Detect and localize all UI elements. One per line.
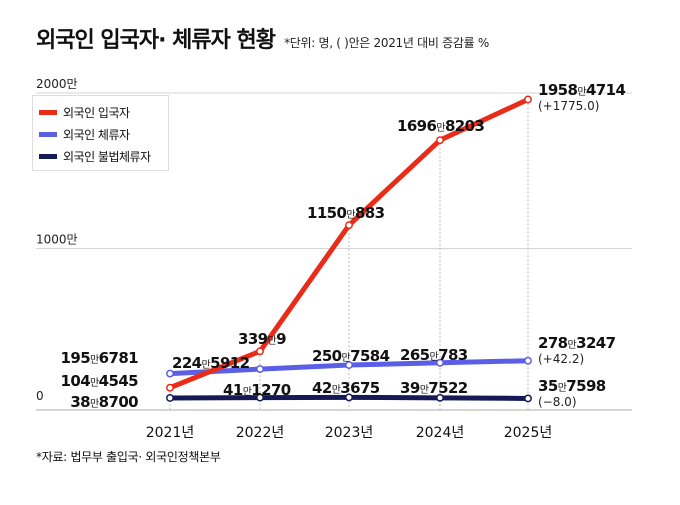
x-tick-label-0: 2021년 xyxy=(146,425,195,441)
point-residents-3 xyxy=(436,358,444,367)
point-illegal-1 xyxy=(256,393,264,402)
y-tick-label-0: 0 xyxy=(36,389,44,403)
x-tick-label-1: 2022년 xyxy=(236,425,285,441)
change-label-illegal: (−8.0) xyxy=(538,395,577,409)
series-line-entrants xyxy=(167,96,531,391)
data-label-illegal-3: 39만7522 xyxy=(400,379,468,397)
data-label-illegal-2: 42만3675 xyxy=(312,379,380,397)
legend-swatch-illegal xyxy=(39,153,57,159)
change-label-entrants: (+1775.0) xyxy=(538,99,599,113)
point-residents-4 xyxy=(524,356,532,365)
x-tick-label-2: 2023년 xyxy=(325,425,374,441)
point-residents-1 xyxy=(256,365,264,374)
chart-subtitle: *단위: 명, ( )안은 2021년 대비 증감률 % xyxy=(284,36,489,50)
legend-label-entrants: 외국인 입국자 xyxy=(63,105,130,120)
legend-swatch-residents xyxy=(39,131,57,137)
point-illegal-4 xyxy=(524,394,532,403)
data-label-entrants-1: 339만9 xyxy=(238,330,286,348)
chart-title: 외국인 입국자· 체류자 현황 xyxy=(36,28,276,53)
legend-label-residents: 외국인 체류자 xyxy=(63,127,130,142)
title-row: 외국인 입국자· 체류자 현황 *단위: 명, ( )안은 2021년 대비 증… xyxy=(36,22,489,54)
point-illegal-0 xyxy=(166,394,174,402)
x-tick-label-4: 2025년 xyxy=(504,425,553,441)
point-residents-2 xyxy=(345,361,353,369)
data-label-entrants-2: 1150만883 xyxy=(307,204,385,222)
point-entrants-2 xyxy=(345,221,353,230)
legend-label-illegal: 외국인 불법체류자 xyxy=(63,149,151,164)
point-residents-0 xyxy=(166,369,174,378)
change-label-residents: (+42.2) xyxy=(538,352,584,366)
point-illegal-2 xyxy=(345,393,353,402)
point-entrants-3 xyxy=(436,136,444,145)
data-label-entrants-0: 104만4545 xyxy=(61,372,139,390)
data-label-residents-1: 224만5912 xyxy=(172,354,250,372)
data-label-residents-4: 278만3247 xyxy=(538,334,616,352)
data-label-residents-0: 195만6781 xyxy=(61,349,139,367)
point-entrants-0 xyxy=(166,383,174,392)
data-label-entrants-3: 1696만8203 xyxy=(397,117,484,135)
data-label-illegal-1: 41만1270 xyxy=(223,381,291,399)
y-tick-label-1: 1000만 xyxy=(36,233,78,247)
data-label-illegal-0: 38만8700 xyxy=(70,393,138,411)
data-label-entrants-4: 1958만4714 xyxy=(538,81,625,99)
source-note: *자료: 법무부 출입국· 외국인정책본부 xyxy=(36,450,221,464)
x-tick-label-3: 2024년 xyxy=(416,425,465,441)
point-entrants-4 xyxy=(524,95,532,104)
y-tick-label-2: 2000만 xyxy=(36,77,78,91)
data-label-illegal-4: 35만7598 xyxy=(538,377,606,395)
point-illegal-3 xyxy=(436,393,444,402)
legend: 외국인 입국자 외국인 체류자 외국인 불법체류자 xyxy=(32,95,169,171)
legend-item-entrants: 외국인 입국자 xyxy=(39,101,162,123)
data-label-residents-3: 265만783 xyxy=(400,346,468,364)
point-entrants-1 xyxy=(256,347,264,356)
legend-swatch-entrants xyxy=(39,109,57,115)
legend-item-illegal: 외국인 불법체류자 xyxy=(39,145,162,167)
data-label-residents-2: 250만7584 xyxy=(312,347,390,365)
legend-item-residents: 외국인 체류자 xyxy=(39,123,162,145)
